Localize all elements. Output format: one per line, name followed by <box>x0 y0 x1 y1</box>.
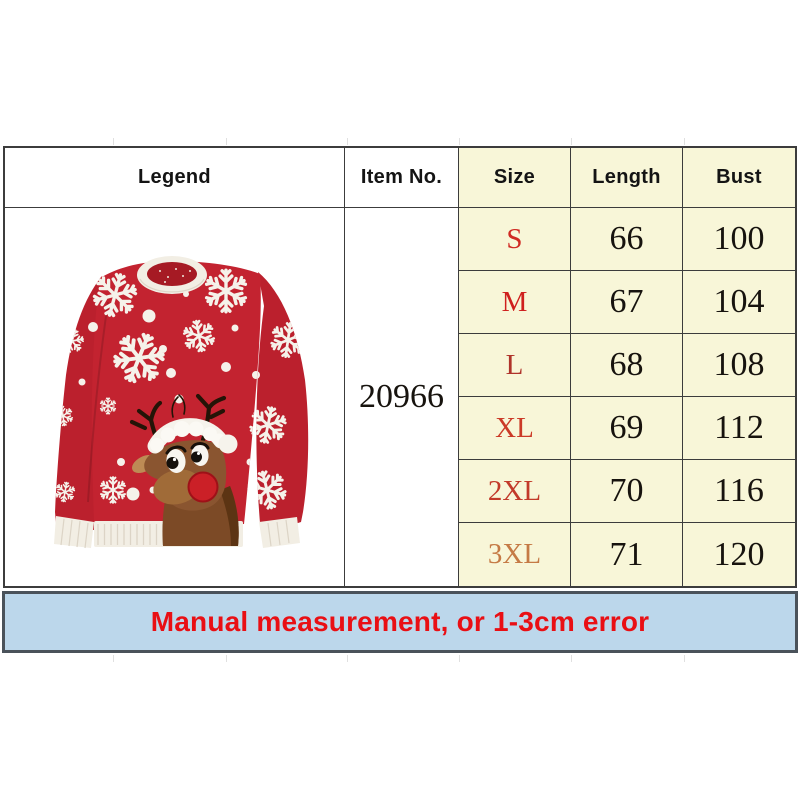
gridline-stub <box>226 138 227 145</box>
pompom <box>218 434 238 454</box>
bust-cell: 116 <box>683 460 795 523</box>
gridline-stub <box>113 655 114 662</box>
size-cell: L <box>459 334 571 397</box>
gridline-stub <box>459 655 460 662</box>
length-cell: 68 <box>571 334 683 397</box>
bust-cell: 108 <box>683 334 795 397</box>
length-cell: 69 <box>571 397 683 460</box>
gridline-stub <box>347 655 348 662</box>
bust-column-header: Bust <box>683 148 795 208</box>
bust-cell: 100 <box>683 208 795 271</box>
gridline-stub <box>347 138 348 145</box>
gridline-stub <box>226 655 227 662</box>
length-cell: 66 <box>571 208 683 271</box>
size-cell: M <box>459 271 571 334</box>
item-no-header: Item No. <box>345 148 459 208</box>
measurement-notice: Manual measurement, or 1-3cm error <box>2 591 798 653</box>
bust-cell: 104 <box>683 271 795 334</box>
size-cell: 3XL <box>459 523 571 586</box>
red-nose <box>187 471 219 503</box>
bust-cell: 112 <box>683 397 795 460</box>
reindeer-face <box>129 393 239 546</box>
santa-hat-band <box>147 418 238 454</box>
measurement-notice-text: Manual measurement, or 1-3cm error <box>150 606 650 637</box>
size-column-header: Size <box>459 148 571 208</box>
gridline-stub <box>571 655 572 662</box>
size-cell: XL <box>459 397 571 460</box>
christmas-sweater-illustration <box>54 256 309 549</box>
right-sleeve <box>256 272 309 526</box>
size-cell: S <box>459 208 571 271</box>
legend-image-cell <box>5 208 345 586</box>
sleeve-seam <box>87 301 109 503</box>
sweater-image <box>20 240 340 580</box>
gridline-stub <box>571 138 572 145</box>
length-column-header: Length <box>571 148 683 208</box>
gridline-stub <box>113 138 114 145</box>
gridline-stub <box>684 655 685 662</box>
size-cell: 2XL <box>459 460 571 523</box>
cuffs <box>54 516 300 549</box>
item-no-value: 20966 <box>345 208 459 586</box>
length-cell: 67 <box>571 271 683 334</box>
collar <box>137 256 207 294</box>
eyes <box>165 442 210 473</box>
legend-header: Legend <box>5 148 345 208</box>
snowflake-pattern <box>55 267 309 514</box>
bust-cell: 120 <box>683 523 795 586</box>
length-cell: 70 <box>571 460 683 523</box>
length-cell: 71 <box>571 523 683 586</box>
gridline-stub <box>459 138 460 145</box>
gridline-stub <box>684 138 685 145</box>
